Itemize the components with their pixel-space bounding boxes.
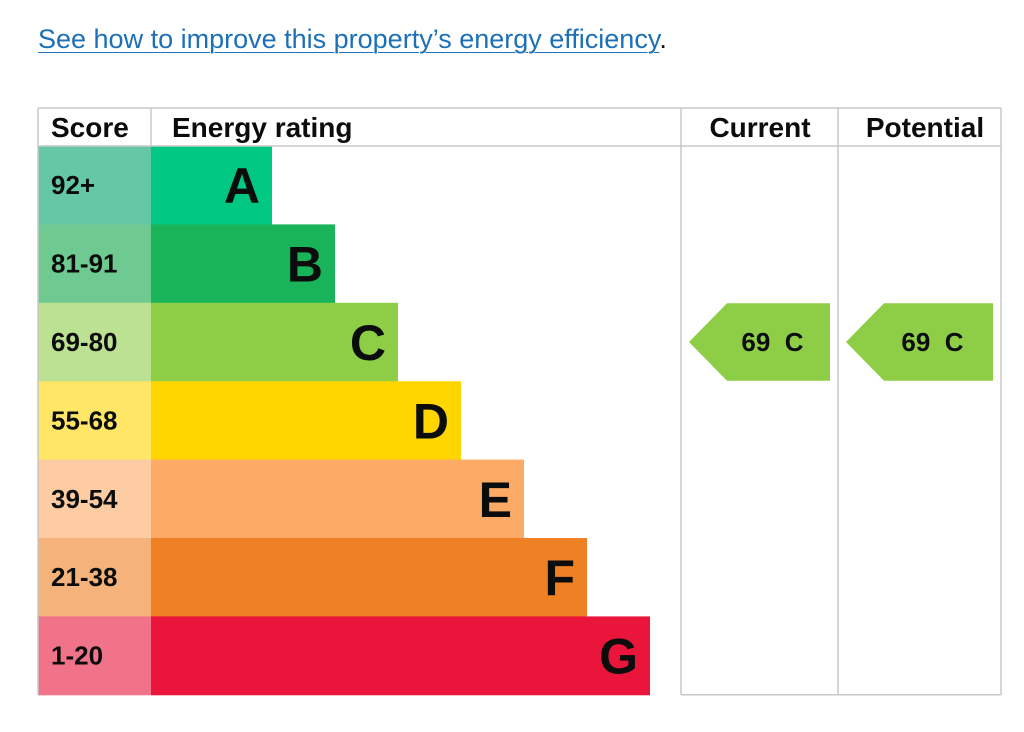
score-cell-a [38, 146, 151, 225]
current-arrow [689, 303, 830, 381]
rating-bar-b [151, 224, 335, 304]
header-current: Current [709, 112, 810, 143]
score-label-f: 21-38 [51, 562, 118, 592]
rating-letter-b: B [287, 237, 323, 293]
rating-bar-c [151, 302, 398, 382]
rating-letter-c: C [350, 315, 386, 371]
rating-letter-e: E [479, 472, 512, 528]
rating-letter-a: A [224, 158, 260, 214]
score-label-c: 69-80 [51, 327, 118, 357]
score-label-d: 55-68 [51, 405, 118, 435]
score-cell-f [38, 538, 151, 617]
rating-bar-d [151, 381, 461, 461]
potential-arrow [846, 303, 993, 381]
intro-suffix: . [659, 24, 667, 54]
score-cell-c [38, 302, 151, 382]
indicator-layer: 69 C 69 C [689, 303, 993, 381]
rating-letter-f: F [544, 550, 575, 606]
header-energy-rating: Energy rating [172, 112, 352, 143]
grid-lines [37, 107, 1002, 696]
rating-bar-e [151, 459, 524, 539]
score-label-b: 81-91 [51, 249, 118, 279]
rating-bar-g [151, 616, 650, 696]
score-cell-e [38, 459, 151, 539]
improve-efficiency-link[interactable]: See how to improve this property’s energ… [38, 24, 660, 54]
score-cell-d [38, 381, 151, 461]
score-cell-b [38, 224, 151, 304]
score-label-e: 39-54 [51, 484, 118, 514]
score-label-a: 92+ [51, 170, 95, 200]
rating-bar-a [151, 146, 272, 225]
header-potential: Potential [866, 112, 984, 143]
score-label-g: 1-20 [51, 641, 103, 671]
rating-letter-g: G [599, 629, 638, 685]
score-cell-g [38, 616, 151, 696]
current-rating-label: 69 C [741, 327, 803, 357]
potential-rating-label: 69 C [901, 327, 963, 357]
bands-layer: 92+ A 81-91 B 69-80 C 55-68 D 39-54 E 21-38 F 1-20 G [38, 146, 650, 696]
rating-letter-d: D [413, 393, 449, 449]
rating-bar-f [151, 538, 587, 617]
intro-text: See how to improve this property’s energ… [38, 24, 667, 55]
header-score: Score [51, 112, 129, 143]
